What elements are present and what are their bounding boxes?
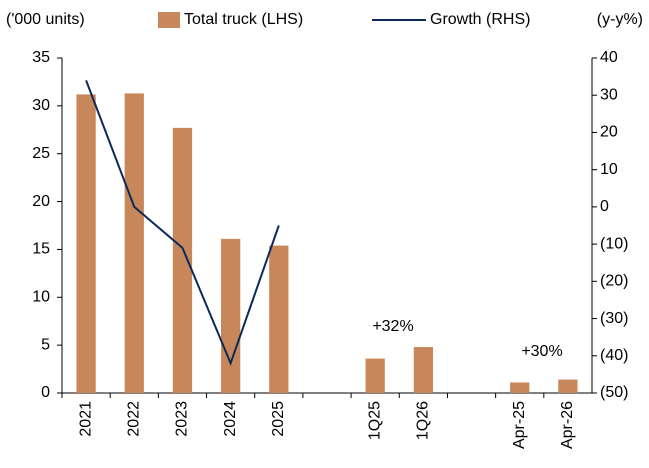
y-tick-label: 0 <box>41 384 50 401</box>
y2-tick-label: 30 <box>600 86 618 103</box>
bar <box>558 379 578 393</box>
y-tick-label: 35 <box>32 49 50 66</box>
bar <box>221 238 241 393</box>
y-tick-label: 25 <box>32 145 50 162</box>
x-tick-label: 1Q26 <box>415 401 432 440</box>
annotation: +32% <box>372 318 413 335</box>
x-tick-label: 2022 <box>125 401 142 437</box>
bar <box>172 127 193 393</box>
y2-tick-label: (30) <box>600 310 628 327</box>
y2-tick-label: (40) <box>600 347 628 364</box>
x-tick-label: Apr-25 <box>511 401 528 449</box>
bar <box>365 358 385 393</box>
line <box>85 79 280 367</box>
y2-tick-label: 40 <box>600 49 618 66</box>
y2-tick-label: (10) <box>600 235 628 252</box>
legend-swatch <box>158 12 180 28</box>
y2-tick-label: 10 <box>600 161 618 178</box>
bar <box>269 245 289 393</box>
x-tick-label: 2024 <box>222 401 239 437</box>
y-tick-label: 10 <box>32 289 50 306</box>
bar <box>124 93 144 394</box>
y-tick-label: 20 <box>32 193 50 210</box>
y-tick-label: 30 <box>32 97 50 114</box>
annotation: +30% <box>521 343 562 360</box>
legend-label: Growth (RHS) <box>430 11 530 28</box>
y2-tick-label: 0 <box>600 198 609 215</box>
y2-axis-label: (y-y%) <box>597 11 643 28</box>
bar <box>510 382 530 393</box>
x-tick-label: Apr-26 <box>559 401 576 449</box>
x-tick-label: 2025 <box>270 401 287 437</box>
y2-tick-label: (50) <box>600 384 628 401</box>
x-tick-label: 1Q25 <box>366 401 383 440</box>
y-axis-label: ('000 units) <box>6 11 85 28</box>
bar <box>413 347 433 393</box>
x-tick-label: 2021 <box>77 401 94 437</box>
y-tick-label: 15 <box>32 241 50 258</box>
bar <box>76 94 96 393</box>
x-tick-label: 2023 <box>174 401 191 437</box>
y2-tick-label: 20 <box>600 124 618 141</box>
legend-label: Total truck (LHS) <box>184 11 303 28</box>
y-tick-label: 5 <box>41 336 50 353</box>
y2-tick-label: (20) <box>600 273 628 290</box>
